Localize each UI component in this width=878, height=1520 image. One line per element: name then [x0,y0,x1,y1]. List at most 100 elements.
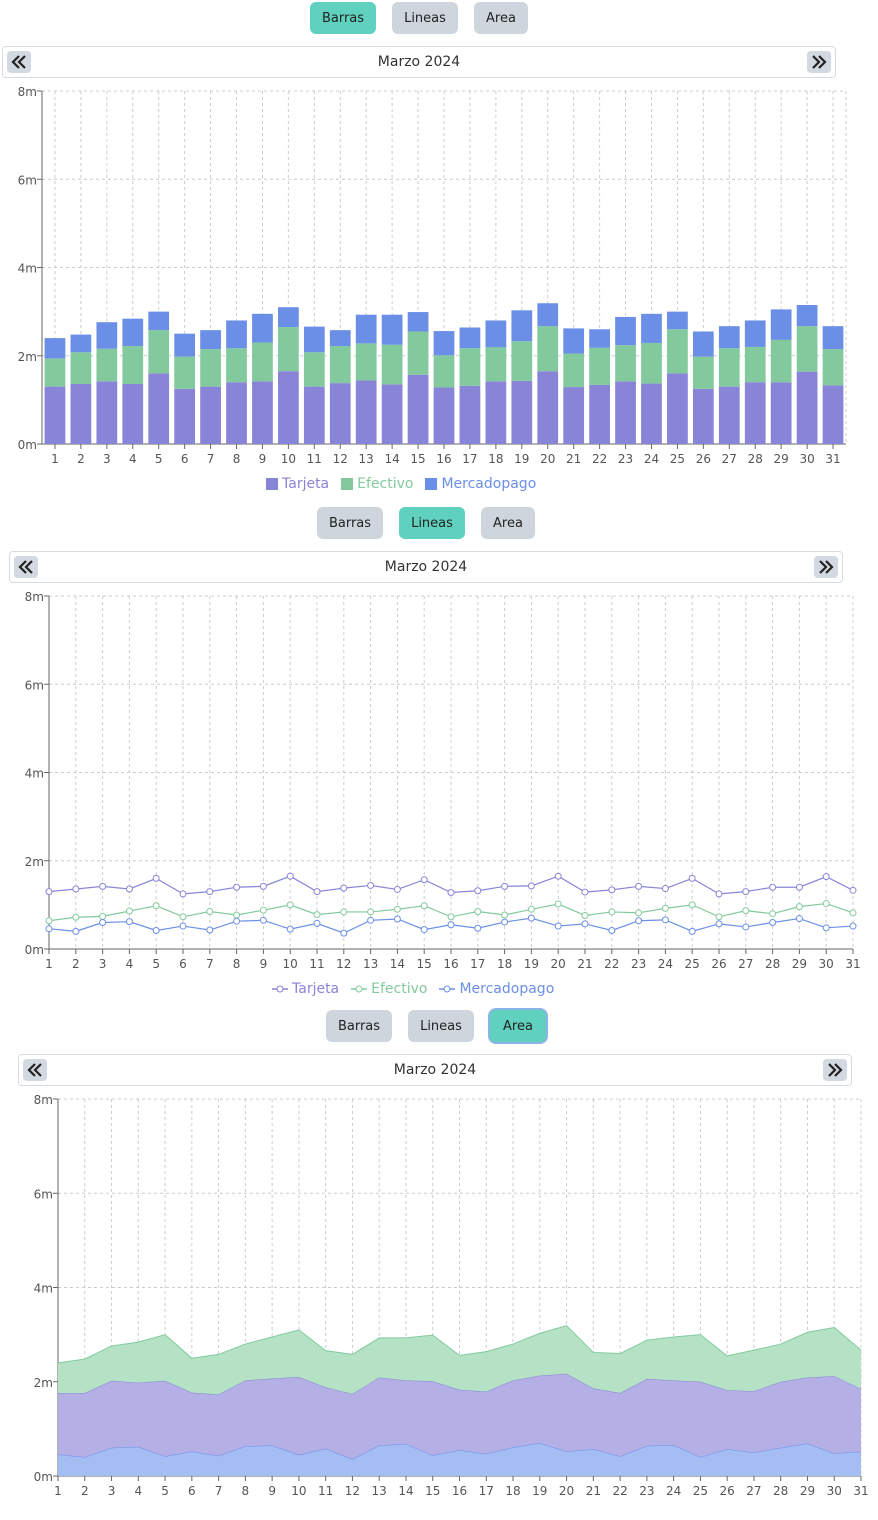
bar-efectivo[interactable] [796,326,818,372]
point-efectivo[interactable] [420,902,428,910]
bar-tarjeta[interactable] [226,382,247,444]
lineas-button[interactable]: Lineas [392,2,458,34]
bar-efectivo[interactable] [174,356,196,389]
point-tarjeta[interactable] [313,888,321,896]
point-mercadopago[interactable] [554,922,562,930]
bar-tarjeta[interactable] [822,385,844,444]
bar-efectivo[interactable] [303,352,325,387]
bar-mercadopago[interactable] [96,322,118,349]
bar-efectivo[interactable] [563,353,585,388]
point-mercadopago[interactable] [259,916,267,924]
point-tarjeta[interactable] [769,883,777,891]
bar-efectivo[interactable] [96,348,118,382]
point-tarjeta[interactable] [715,890,723,898]
bar-mercadopago[interactable] [407,312,429,332]
point-efectivo[interactable] [554,900,562,908]
point-efectivo[interactable] [259,906,267,914]
bar-efectivo[interactable] [355,343,377,381]
bar-tarjeta[interactable] [303,386,325,444]
bar-efectivo[interactable] [589,347,610,385]
bar-efectivo[interactable] [148,330,170,374]
bar-tarjeta[interactable] [537,371,559,444]
bar-tarjeta[interactable] [641,383,662,444]
point-tarjeta[interactable] [125,885,133,893]
point-mercadopago[interactable] [393,915,401,923]
point-mercadopago[interactable] [420,926,428,934]
point-efectivo[interactable] [99,912,107,920]
bar-efectivo[interactable] [407,331,429,375]
bar-efectivo[interactable] [485,347,507,382]
point-mercadopago[interactable] [179,922,187,930]
point-mercadopago[interactable] [206,926,214,934]
point-efectivo[interactable] [769,910,777,918]
point-mercadopago[interactable] [527,914,535,922]
point-efectivo[interactable] [179,913,187,921]
point-tarjeta[interactable] [99,882,107,890]
bar-mercadopago[interactable] [329,330,351,347]
bar-tarjeta[interactable] [459,385,481,444]
bar-tarjeta[interactable] [692,388,714,444]
bar-mercadopago[interactable] [433,331,455,356]
barras-button[interactable]: Barras [326,1010,392,1042]
bar-efectivo[interactable] [122,346,144,384]
bar-efectivo[interactable] [200,349,221,387]
point-efectivo[interactable] [447,913,455,921]
point-mercadopago[interactable] [635,917,643,925]
bar-mercadopago[interactable] [70,334,92,353]
bar-efectivo[interactable] [537,326,559,372]
bar-mercadopago[interactable] [770,309,792,340]
bar-mercadopago[interactable] [459,327,481,349]
bar-mercadopago[interactable] [641,313,662,343]
point-tarjeta[interactable] [259,882,267,890]
bar-tarjeta[interactable] [667,373,688,444]
point-mercadopago[interactable] [715,920,723,928]
point-efectivo[interactable] [125,907,133,915]
point-efectivo[interactable] [527,905,535,913]
bar-efectivo[interactable] [70,352,92,384]
point-mercadopago[interactable] [286,925,294,933]
bar-efectivo[interactable] [329,346,351,384]
bar-mercadopago[interactable] [563,328,585,354]
bar-tarjeta[interactable] [44,386,66,444]
bar-mercadopago[interactable] [200,330,221,350]
point-efectivo[interactable] [313,911,321,919]
point-tarjeta[interactable] [661,885,669,893]
bar-tarjeta[interactable] [485,381,507,444]
bar-efectivo[interactable] [252,342,273,382]
point-efectivo[interactable] [608,908,616,916]
lineas-button[interactable]: Lineas [399,507,465,539]
point-efectivo[interactable] [661,904,669,912]
point-mercadopago[interactable] [447,921,455,929]
bar-mercadopago[interactable] [174,333,196,357]
point-tarjeta[interactable] [393,885,401,893]
point-mercadopago[interactable] [474,924,482,932]
point-tarjeta[interactable] [581,888,589,896]
bar-mercadopago[interactable] [122,318,144,347]
bar-efectivo[interactable] [692,356,714,389]
next-month-button[interactable] [807,51,831,73]
point-tarjeta[interactable] [179,890,187,898]
bar-tarjeta[interactable] [511,380,533,444]
prev-month-button[interactable] [7,51,31,73]
point-efectivo[interactable] [501,911,509,919]
point-tarjeta[interactable] [367,881,375,889]
bar-tarjeta[interactable] [200,386,221,444]
point-mercadopago[interactable] [661,916,669,924]
prev-month-button[interactable] [23,1059,47,1081]
bar-tarjeta[interactable] [122,383,144,444]
bar-mercadopago[interactable] [822,326,844,350]
point-tarjeta[interactable] [72,885,80,893]
bar-mercadopago[interactable] [796,305,818,327]
bar-mercadopago[interactable] [537,303,559,327]
bar-tarjeta[interactable] [407,374,429,444]
point-tarjeta[interactable] [527,882,535,890]
bar-efectivo[interactable] [226,348,247,383]
bar-mercadopago[interactable] [718,326,740,349]
lineas-button[interactable]: Lineas [408,1010,474,1042]
barras-button[interactable]: Barras [310,2,376,34]
point-mercadopago[interactable] [849,922,857,930]
bar-mercadopago[interactable] [615,316,636,346]
barras-button[interactable]: Barras [317,507,383,539]
point-mercadopago[interactable] [340,929,348,937]
next-month-button[interactable] [823,1059,847,1081]
